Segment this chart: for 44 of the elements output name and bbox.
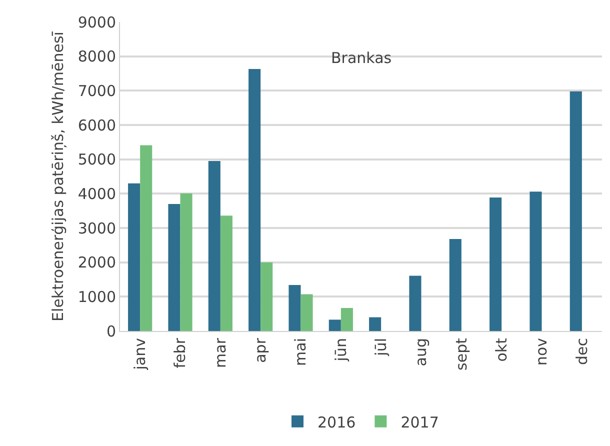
x-tick-label: jūl — [372, 338, 390, 357]
x-tick-label: apr — [251, 337, 270, 363]
y-tick-label: 1000 — [78, 288, 116, 306]
legend-label: 2017 — [400, 413, 439, 432]
legend-label: 2016 — [318, 413, 356, 432]
bar — [340, 308, 353, 331]
y-tick-label: 4000 — [78, 184, 116, 203]
y-tick-label: 3000 — [78, 219, 116, 238]
annotation: Brankas — [331, 49, 392, 67]
x-tick-label: nov — [532, 338, 551, 366]
y-tick-label: 5000 — [78, 150, 116, 169]
bar — [140, 145, 152, 331]
bar — [369, 317, 382, 331]
x-tick-label: mar — [211, 337, 230, 368]
x-tick-label: sept — [452, 338, 470, 370]
y-tick-label: 0 — [106, 322, 116, 340]
bar — [220, 216, 232, 331]
x-tick-label: mai — [292, 338, 310, 366]
bar — [449, 238, 462, 331]
bar — [490, 197, 502, 331]
bar — [300, 294, 313, 331]
bar — [288, 284, 301, 331]
y-tick-label: 9000 — [78, 13, 116, 32]
y-tick-label: 6000 — [78, 116, 116, 134]
x-tick-label: dec — [572, 338, 591, 365]
x-tick-label: febr — [171, 337, 190, 368]
y-tick-label: 2000 — [78, 254, 116, 272]
bar — [168, 204, 180, 331]
bar — [530, 192, 542, 331]
bar — [248, 69, 261, 331]
bar — [570, 91, 582, 331]
bar — [180, 193, 192, 331]
bar — [328, 320, 341, 331]
y-tick-label: 8000 — [78, 48, 116, 66]
x-tick-label: jūn — [332, 338, 350, 362]
bar — [260, 262, 273, 331]
bar — [208, 161, 220, 331]
bar — [409, 276, 422, 331]
x-tick-label: aug — [412, 338, 430, 366]
x-tick-label: janv — [130, 338, 149, 371]
y-axis-title: Elektroenerģijas patēriņš, kWh/mēnesī — [49, 30, 68, 322]
y-tick-label: 7000 — [78, 82, 116, 100]
x-tick-label: okt — [492, 338, 510, 362]
bar — [128, 183, 140, 331]
